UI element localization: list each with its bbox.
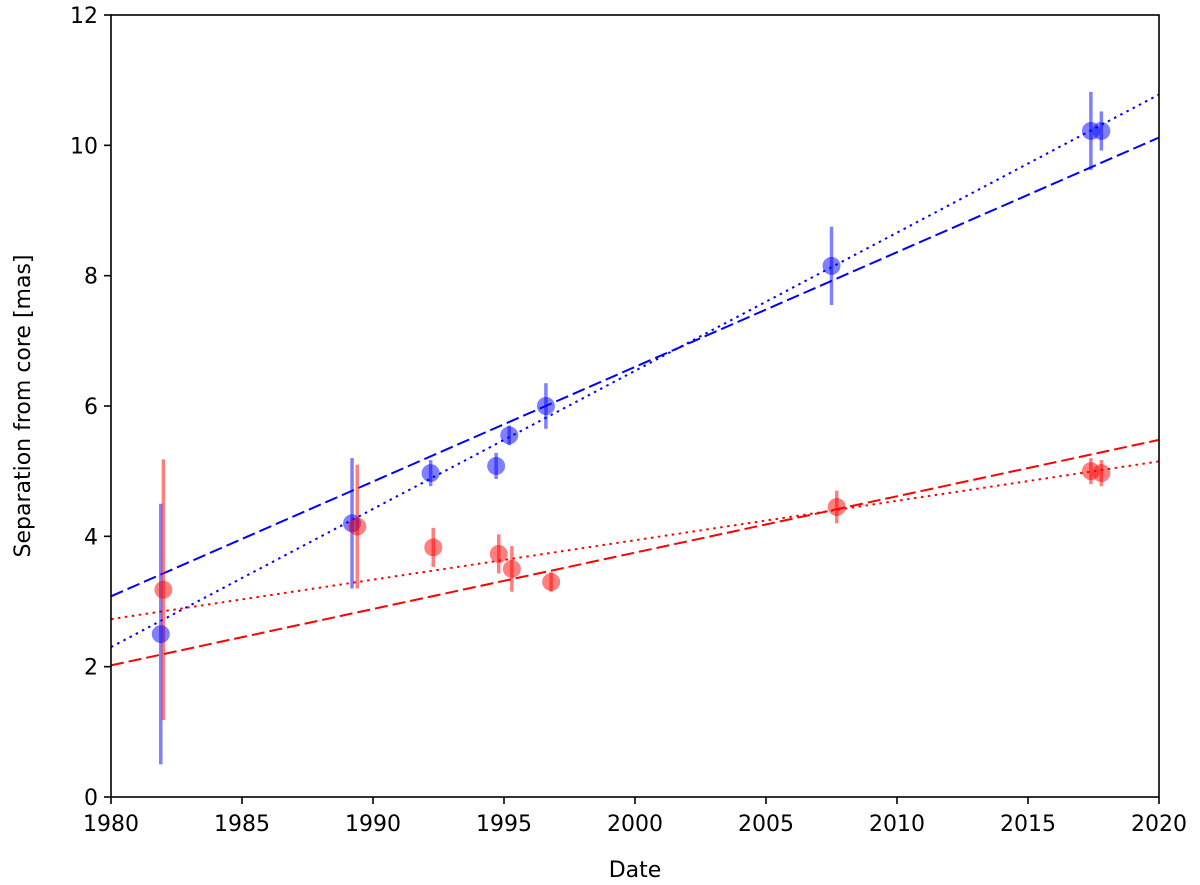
error-bars (159, 91, 1104, 765)
x-tick-label: 1985 (214, 812, 270, 837)
x-tick-label: 1995 (476, 812, 532, 837)
y-axis-title: Separation from core [mas] (11, 255, 36, 558)
data-point (487, 456, 506, 475)
y-tick-label: 10 (70, 134, 98, 159)
data-point (827, 498, 846, 517)
y-tick-label: 6 (84, 395, 98, 420)
y-tick-label: 4 (84, 525, 98, 550)
data-point (542, 572, 561, 591)
data-points (151, 121, 1111, 644)
y-tick-label: 2 (84, 656, 98, 681)
x-tick-label: 2005 (738, 812, 794, 837)
data-point (1092, 464, 1111, 483)
data-point (421, 464, 440, 483)
data-point (822, 256, 841, 275)
y-tick-label: 8 (84, 265, 98, 290)
y-tick-label: 0 (84, 786, 98, 811)
y-tick-label: 12 (70, 4, 98, 29)
data-point (424, 538, 443, 557)
fit-line-dashed (110, 136, 1160, 598)
x-tick-label: 2000 (607, 812, 663, 837)
data-point (500, 426, 519, 445)
x-tick-label: 1980 (83, 812, 139, 837)
fit-lines (110, 93, 1160, 667)
x-tick-label: 2010 (869, 812, 925, 837)
y-axis-ticks: 0 2 4 6 8 10 12 (70, 4, 111, 811)
plot-frame (110, 14, 1160, 798)
fit-line-dashed (110, 438, 1160, 667)
data-point (348, 517, 367, 536)
x-axis-title: Date (609, 858, 662, 883)
x-axis-ticks: 1980 1985 1990 1995 2000 2005 2010 2015 2020 (83, 797, 1187, 837)
x-tick-label: 2020 (1131, 812, 1187, 837)
fit-line-dotted (110, 93, 1160, 649)
data-point (151, 625, 170, 644)
data-point (536, 397, 555, 415)
data-point (154, 580, 173, 599)
x-tick-label: 2015 (1000, 812, 1056, 837)
data-point (489, 544, 508, 563)
x-tick-label: 1990 (345, 812, 401, 837)
data-point (1092, 121, 1111, 140)
fit-line-dotted (110, 460, 1160, 621)
data-point (502, 559, 521, 578)
